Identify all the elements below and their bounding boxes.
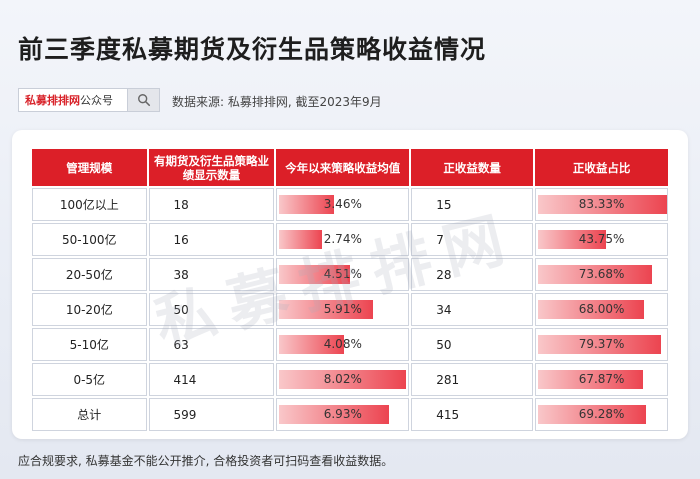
avg-return-label: 8.02% [323,372,362,386]
table-row: 总计 599 6.93% 415 69.28% [32,398,668,431]
search-suffix: 公众号 [80,94,113,107]
cell-pos-count: 28 [411,258,534,291]
cell-avg-return: 4.51% [276,258,410,291]
cell-count: 18 [148,188,275,221]
avg-return-label: 2.74% [323,232,362,246]
cell-pos-ratio: 79.37% [535,328,668,361]
avg-return-bar [279,335,345,354]
header-pos-ratio: 正收益占比 [535,149,668,186]
page-title: 前三季度私募期货及衍生品策略收益情况 [18,35,487,64]
avg-return-bar [279,300,374,319]
cell-pos-ratio: 69.28% [535,398,668,431]
search-box[interactable]: 私募排排网公众号 [18,88,160,112]
avg-return-bar [279,195,335,214]
avg-return-label: 5.91% [323,302,362,316]
cell-pos-count: 281 [411,363,534,396]
table-row: 5-10亿 63 4.08% 50 79.37% [32,328,668,361]
cell-scale: 5-10亿 [32,328,147,361]
data-source: 数据来源: 私募排排网, 截至2023年9月 [172,95,382,109]
table-row: 20-50亿 38 4.51% 28 73.68% [32,258,668,291]
pos-ratio-bar [538,265,653,284]
cell-pos-ratio: 43.75% [535,223,668,256]
header-avg-return: 今年以来策略收益均值 [276,149,410,186]
avg-return-label: 6.93% [323,407,362,421]
search-brand: 私募排排网 [25,94,80,107]
pos-ratio-label: 68.00% [578,302,625,316]
cell-pos-ratio: 83.33% [535,188,668,221]
data-table: 管理规模 有期货及衍生品策略业绩显示数量 今年以来策略收益均值 正收益数量 正收… [30,147,670,433]
avg-return-bar [279,265,351,284]
cell-avg-return: 4.08% [276,328,410,361]
pos-ratio-bar [538,335,662,354]
pos-ratio-bar [538,370,644,389]
table-row: 50-100亿 16 2.74% 7 43.75% [32,223,668,256]
pos-ratio-label: 67.87% [578,372,625,386]
cell-avg-return: 2.74% [276,223,410,256]
avg-return-label: 3.46% [323,197,362,211]
cell-pos-count: 34 [411,293,534,326]
pos-ratio-bar [538,230,607,249]
header-count: 有期货及衍生品策略业绩显示数量 [148,149,275,186]
cell-count: 414 [148,363,275,396]
cell-avg-return: 5.91% [276,293,410,326]
avg-return-bar [279,370,407,389]
cell-scale: 100亿以上 [32,188,147,221]
cell-scale: 20-50亿 [32,258,147,291]
header-scale: 管理规模 [32,149,147,186]
cell-pos-count: 50 [411,328,534,361]
footer-note: 应合规要求, 私募基金不能公开推介, 合格投资者可扫码查看收益数据。 [18,454,394,468]
pos-ratio-label: 69.28% [578,407,625,421]
pos-ratio-label: 43.75% [578,232,625,246]
table-row: 100亿以上 18 3.46% 15 83.33% [32,188,668,221]
cell-count: 63 [148,328,275,361]
cell-count: 599 [148,398,275,431]
cell-count: 50 [148,293,275,326]
header-pos-count: 正收益数量 [411,149,534,186]
cell-avg-return: 3.46% [276,188,410,221]
cell-pos-ratio: 68.00% [535,293,668,326]
table-row: 0-5亿 414 8.02% 281 67.87% [32,363,668,396]
cell-pos-ratio: 67.87% [535,363,668,396]
avg-return-label: 4.08% [323,337,362,351]
avg-return-bar [279,405,390,424]
search-button[interactable] [127,89,159,111]
pos-ratio-bar [538,300,645,319]
cell-avg-return: 8.02% [276,363,410,396]
cell-pos-ratio: 73.68% [535,258,668,291]
cell-count: 38 [148,258,275,291]
cell-pos-count: 415 [411,398,534,431]
table-header-row: 管理规模 有期货及衍生品策略业绩显示数量 今年以来策略收益均值 正收益数量 正收… [32,149,668,186]
cell-scale: 50-100亿 [32,223,147,256]
cell-scale: 0-5亿 [32,363,147,396]
cell-scale: 10-20亿 [32,293,147,326]
search-text: 私募排排网公众号 [19,92,113,108]
pos-ratio-label: 79.37% [578,337,625,351]
pos-ratio-label: 83.33% [578,197,625,211]
cell-pos-count: 15 [411,188,534,221]
cell-pos-count: 7 [411,223,534,256]
table-row: 10-20亿 50 5.91% 34 68.00% [32,293,668,326]
avg-return-bar [279,230,323,249]
pos-ratio-label: 73.68% [578,267,625,281]
pos-ratio-bar [538,405,647,424]
pos-ratio-bar [538,195,668,214]
search-icon [137,94,150,107]
cell-count: 16 [148,223,275,256]
avg-return-label: 4.51% [323,267,362,281]
cell-scale: 总计 [32,398,147,431]
cell-avg-return: 6.93% [276,398,410,431]
